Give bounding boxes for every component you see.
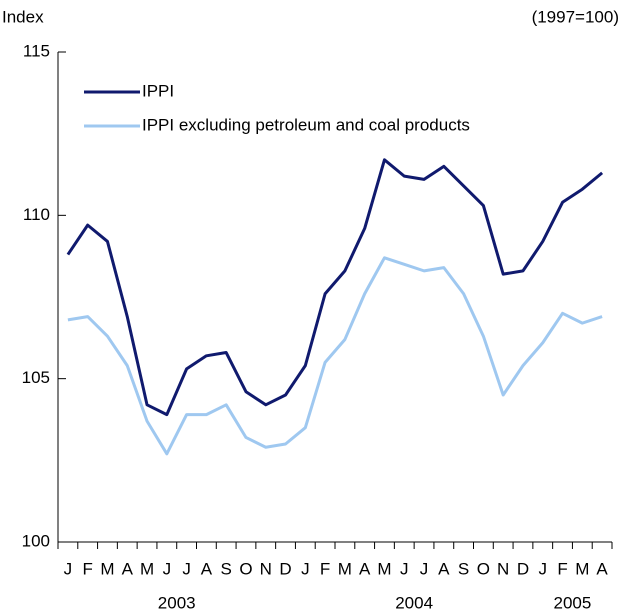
- x-tick-label: F: [82, 559, 92, 578]
- x-tick-label: A: [201, 559, 213, 578]
- x-tick-label: J: [163, 559, 172, 578]
- y-tick-label: 115: [23, 41, 50, 60]
- x-tick-label: A: [122, 559, 134, 578]
- x-tick-label: J: [64, 559, 73, 578]
- x-tick-label: M: [140, 559, 154, 578]
- x-tick-label: A: [596, 559, 608, 578]
- legend-label: IPPI: [142, 81, 174, 100]
- x-tick-label: J: [400, 559, 409, 578]
- y-axis-label: Index: [2, 7, 44, 26]
- x-tick-label: J: [301, 559, 310, 578]
- x-tick-label: O: [239, 559, 252, 578]
- x-tick-label: S: [221, 559, 232, 578]
- x-tick-label: D: [517, 559, 529, 578]
- series-line: [67, 256, 603, 456]
- x-group-label: 2005: [554, 593, 592, 612]
- x-tick-label: D: [279, 559, 291, 578]
- x-group-label: 2004: [395, 593, 433, 612]
- x-tick-label: A: [438, 559, 450, 578]
- y-tick-label: 105: [22, 368, 50, 387]
- y-tick-label: 100: [22, 531, 50, 550]
- x-group-label: 2003: [158, 593, 196, 612]
- series-line: [66, 158, 604, 417]
- note: (1997=100): [532, 7, 619, 26]
- x-tick-label: N: [260, 559, 272, 578]
- x-tick-label: A: [359, 559, 371, 578]
- x-tick-label: M: [338, 559, 352, 578]
- x-tick-label: J: [182, 559, 191, 578]
- x-tick-label: S: [458, 559, 469, 578]
- y-tick-label: 110: [23, 205, 50, 224]
- x-tick-label: O: [477, 559, 490, 578]
- x-tick-label: N: [497, 559, 509, 578]
- legend-label: IPPI excluding petroleum and coal produc…: [142, 115, 470, 134]
- x-tick-label: J: [539, 559, 548, 578]
- x-tick-label: F: [557, 559, 567, 578]
- x-tick-label: F: [320, 559, 330, 578]
- x-tick-label: M: [377, 559, 391, 578]
- x-tick-label: M: [100, 559, 114, 578]
- x-tick-label: M: [575, 559, 589, 578]
- x-tick-label: J: [420, 559, 429, 578]
